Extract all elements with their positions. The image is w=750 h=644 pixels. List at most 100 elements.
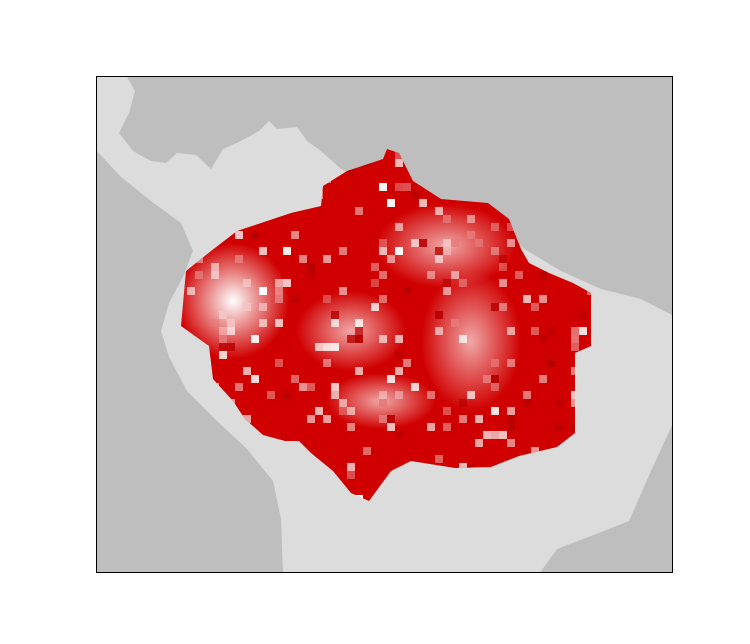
raster-cell [387, 199, 395, 207]
raster-cell [251, 375, 259, 383]
raster-cell [475, 439, 483, 447]
raster-cell [571, 327, 579, 335]
raster-cell [355, 319, 363, 327]
raster-cell [307, 263, 315, 271]
raster-cell [235, 383, 243, 391]
raster-cell [331, 319, 339, 327]
raster-cell [507, 423, 515, 431]
raster-cell [347, 463, 355, 471]
raster-cell [443, 239, 451, 247]
raster-cell [347, 335, 355, 343]
raster-cell [427, 391, 435, 399]
raster-cell [395, 391, 403, 399]
raster-cell [371, 303, 379, 311]
raster-cell [355, 367, 363, 375]
raster-cell [395, 351, 403, 359]
raster-cell [227, 319, 235, 327]
raster-cell [395, 335, 403, 343]
raster-cell [331, 311, 339, 319]
raster-cell [435, 455, 443, 463]
raster-cell [243, 415, 251, 423]
raster-cell [347, 407, 355, 415]
raster-cell [251, 231, 259, 239]
raster-cell [467, 231, 475, 239]
raster-cell [491, 383, 499, 391]
raster-cell [299, 255, 307, 263]
raster-cell [451, 239, 459, 247]
raster-cell [427, 271, 435, 279]
raster-cell [323, 359, 331, 367]
raster-cell [579, 327, 587, 335]
raster-cell [403, 287, 411, 295]
raster-cell [499, 255, 507, 263]
raster-cell [435, 207, 443, 215]
raster-cell [379, 239, 387, 247]
raster-cell [379, 335, 387, 343]
raster-cell [507, 407, 515, 415]
raster-cell [451, 271, 459, 279]
raster-cell [411, 239, 419, 247]
raster-cell [555, 399, 563, 407]
raster-cell [435, 247, 443, 255]
raster-cell [491, 223, 499, 231]
raster-cell [459, 399, 467, 407]
raster-cell [339, 287, 347, 295]
raster-cell [523, 399, 531, 407]
central-america-shadow [97, 151, 127, 211]
raster-cell [491, 431, 499, 439]
raster-cell [539, 295, 547, 303]
raster-cell [483, 431, 491, 439]
raster-cell [507, 223, 515, 231]
raster-cell [443, 423, 451, 431]
raster-cell [515, 271, 523, 279]
raster-cell [387, 255, 395, 263]
raster-cell [291, 231, 299, 239]
raster-cell [283, 247, 291, 255]
raster-cell [291, 375, 299, 383]
raster-cell [395, 183, 403, 191]
raster-cell [411, 191, 419, 199]
raster-cell [475, 239, 483, 247]
raster-cell [571, 343, 579, 351]
raster-cell [315, 407, 323, 415]
raster-cell [507, 359, 515, 367]
raster-cell [411, 383, 419, 391]
raster-cell [387, 415, 395, 423]
raster-cell [467, 391, 475, 399]
raster-cell [323, 343, 331, 351]
raster-cell [211, 263, 219, 271]
raster-cell [283, 391, 291, 399]
raster-cell [507, 327, 515, 335]
raster-cell [243, 367, 251, 375]
raster-cell [395, 151, 403, 159]
raster-cell [259, 319, 267, 327]
raster-cell [259, 287, 267, 295]
raster-cell [571, 391, 579, 399]
raster-cell [499, 279, 507, 287]
raster-cell [251, 335, 259, 343]
raster-cell [219, 335, 227, 343]
raster-cell [539, 335, 547, 343]
raster-cell [467, 215, 475, 223]
raster-cell [379, 295, 387, 303]
raster-cell [195, 271, 203, 279]
raster-cell [475, 415, 483, 423]
raster-cell [371, 279, 379, 287]
raster-cell [235, 231, 243, 239]
raster-cell [459, 415, 467, 423]
raster-cell [451, 319, 459, 327]
raster-cell [219, 311, 227, 319]
raster-cell [523, 295, 531, 303]
raster-cell [435, 327, 443, 335]
raster-center-pink [296, 291, 406, 371]
raster-cell [459, 279, 467, 287]
raster-cell [531, 303, 539, 311]
raster-cell [387, 375, 395, 383]
raster-cell [547, 327, 555, 335]
raster-cell [347, 471, 355, 479]
raster-cell [483, 375, 491, 383]
map-frame [96, 76, 673, 573]
raster-cell [419, 199, 427, 207]
raster-cell [539, 271, 547, 279]
map-canvas[interactable] [97, 77, 673, 573]
